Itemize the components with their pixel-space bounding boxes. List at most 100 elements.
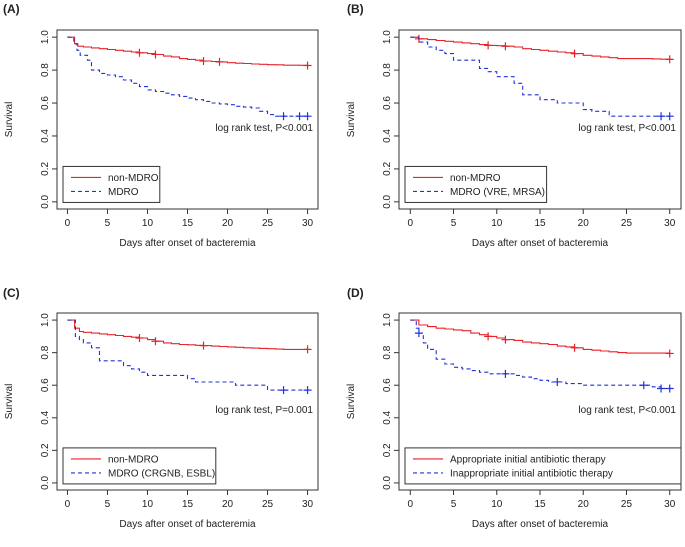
x-tick-label: 0 [65,218,71,229]
x-tick-label: 10 [142,218,154,229]
x-axis-label: Days after onset of bacteremia [472,519,609,530]
censor-mark [501,335,510,344]
panel-label: (C) [3,286,20,300]
survival-curve-group-2 [410,319,670,390]
censor-mark [279,386,288,395]
censor-mark [199,341,208,350]
y-tick-label: 0.8 [40,345,51,359]
x-tick-label: 0 [65,499,71,510]
y-axis-label: Survival [346,384,357,420]
x-tick-label: 0 [407,499,413,510]
y-tick-label: 0.6 [40,96,51,110]
log-rank-annotation: log rank test, P=0.001 [215,405,313,416]
x-axis-label: Days after onset of bacteremia [119,519,256,530]
x-tick-label: 15 [534,499,546,510]
censor-mark [151,337,160,346]
censor-mark [215,57,224,66]
y-axis-label: Survival [4,102,15,138]
censor-mark [657,384,666,393]
y-tick-label: 0.2 [382,162,393,176]
x-tick-label: 10 [142,499,154,510]
x-tick-label: 10 [491,218,503,229]
x-tick-label: 25 [262,218,274,229]
log-rank-annotation: log rank test, P<0.001 [578,123,676,134]
y-tick-label: 0.6 [382,96,393,110]
y-tick-label: 0.8 [382,345,393,359]
x-tick-label: 30 [664,499,676,510]
censor-mark [279,112,288,121]
survival-curve-group-2 [410,36,670,117]
x-tick-label: 10 [491,499,503,510]
x-tick-label: 30 [302,218,314,229]
y-tick-label: 0.2 [40,162,51,176]
censor-mark [501,42,510,51]
y-tick-label: 0.8 [382,63,393,77]
survival-curve-group-2 [67,36,308,117]
censor-mark [295,112,304,121]
legend-label: MDRO (CRGNB, ESBL) [108,468,215,479]
legend-box [404,165,548,203]
y-axis-label: Survival [4,384,15,420]
y-tick-label: 0.8 [40,63,51,77]
x-tick-label: 5 [105,218,111,229]
censor-mark [665,55,674,64]
x-axis-label: Days after onset of bacteremia [119,238,256,249]
censor-mark [665,384,674,393]
censor-mark [553,377,562,386]
y-tick-label: 0.6 [382,378,393,392]
legend-label: Inappropriate initial antibiotic therapy [450,468,613,479]
x-tick-label: 20 [222,499,234,510]
x-tick-label: 15 [534,218,546,229]
censor-mark [135,333,144,342]
x-tick-label: 5 [105,499,111,510]
panel-label: (D) [347,286,364,300]
x-tick-label: 25 [621,218,633,229]
panel-1: (A) 0 5 10 15 20 25 30 0.0 0.2 0.4 0.6 0.8 1.0 Days af… [3,2,319,249]
legend-box [62,165,161,203]
panel-2: (B) 0 5 10 15 20 25 30 0.0 0.2 0.4 0.6 0.8 1.0 Days af… [346,2,682,249]
y-tick-label: 1.0 [382,30,393,44]
legend-label: non-MDRO [450,173,501,184]
x-tick-label: 5 [451,218,457,229]
x-tick-label: 30 [664,218,676,229]
y-tick-label: 0.2 [40,443,51,457]
censor-mark [665,349,674,358]
censor-mark [639,381,648,390]
panel-label: (A) [3,2,20,16]
censor-mark [570,49,579,58]
censor-mark [414,329,423,338]
censor-mark [501,369,510,378]
censor-mark [665,112,674,121]
log-rank-annotation: log rank test, P<0.001 [215,123,313,134]
survival-curve-group-1 [67,36,309,66]
y-tick-label: 0.0 [382,194,393,208]
legend-box [404,447,682,485]
legend-box [62,447,217,485]
y-axis-label: Survival [346,102,357,138]
legend-label: non-MDRO [108,173,159,184]
panel-4: (D) 0 5 10 15 20 25 30 0.0 0.2 0.4 0.6 0.8 1.0 Days af… [346,286,682,530]
legend-label: MDRO (VRE, MRSA) [450,187,545,198]
legend-label: MDRO [108,187,139,198]
panel-3: (C) 0 5 10 15 20 25 30 0.0 0.2 0.4 0.6 0.8 1.0 Days af… [3,286,319,530]
x-tick-label: 15 [182,499,194,510]
legend-label: Appropriate initial antibiotic therapy [450,454,606,465]
x-tick-label: 30 [302,499,314,510]
y-tick-label: 1.0 [40,313,51,327]
x-tick-label: 5 [451,499,457,510]
y-tick-label: 0.0 [40,194,51,208]
censor-mark [303,61,312,70]
survival-curve-group-1 [410,319,671,354]
legend-label: non-MDRO [108,454,159,465]
x-tick-label: 20 [578,499,590,510]
censor-mark [199,57,208,66]
censor-mark [570,343,579,352]
y-tick-label: 1.0 [40,30,51,44]
y-tick-label: 0.6 [40,378,51,392]
panel-label: (B) [347,2,364,16]
y-tick-label: 0.4 [382,129,393,143]
log-rank-annotation: log rank test, P<0.001 [578,405,676,416]
survival-curve-group-2 [67,319,308,391]
x-tick-label: 25 [621,499,633,510]
